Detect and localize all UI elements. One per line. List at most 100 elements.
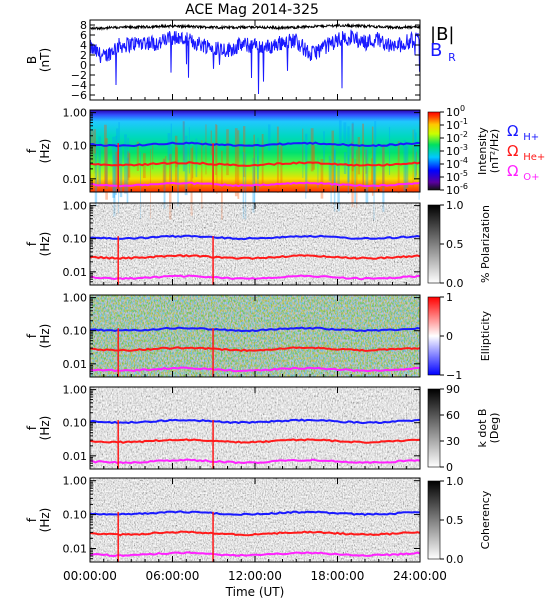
intensity-streak <box>328 155 331 181</box>
panel-ylabel-f: f <box>25 425 39 430</box>
intensity-streak <box>205 124 207 175</box>
y-tick-label: −4 <box>71 79 87 92</box>
coherency-colorbar <box>427 480 441 560</box>
panel-k-dot-b: 1.00 0.10 0.01 f (Hz) 90 60 30 0 k dot B (Deg) <box>25 383 501 474</box>
colorbar-tick-label: 60 <box>446 409 460 422</box>
intensity-streak <box>405 145 409 188</box>
intensity-streak <box>195 138 198 178</box>
intensity-streak <box>372 145 376 188</box>
legend-omega-he-main: Ω <box>507 142 518 160</box>
y-tick-label: 0.10 <box>63 325 88 338</box>
colorbar-tick-label: 0.5 <box>446 238 464 251</box>
intensity-streak <box>174 135 178 186</box>
intensity-streak <box>215 124 217 175</box>
intensity-streak <box>136 141 139 172</box>
intensity-streak <box>118 122 120 168</box>
intensity-streak <box>362 149 364 188</box>
ellipticity-colorbar <box>427 296 441 376</box>
panel-ylabel-f: f <box>25 241 39 246</box>
legend-omega-o: Ω O+ <box>507 162 540 183</box>
intensity-streak <box>356 149 358 208</box>
intensity-streak <box>323 131 325 165</box>
x-axis-ticks: 00:00:00 06:00:00 12:00:00 18:00:00 24:00:00 <box>63 20 447 583</box>
colorbar-tick-exponent: -3 <box>460 143 468 152</box>
intensity-streak <box>351 123 354 172</box>
panel-6-gyro-lines <box>89 510 421 562</box>
k-dot-b-colorbar-label: k dot B <box>476 409 489 448</box>
coherency-colorbar-ticks: 1.0 0.5 0.0 <box>440 475 464 566</box>
gyro-line-h-plus <box>89 326 421 333</box>
colorbar-tick-label: 10-3 <box>446 143 468 158</box>
panel-5-gyro-lines <box>89 418 421 469</box>
intensity-streak <box>317 157 319 189</box>
y-tick-label: 8 <box>80 19 87 32</box>
figure-title: ACE Mag 2014-325 <box>185 2 319 18</box>
gyro-line-o-plus <box>89 366 421 373</box>
colorbar-tick-label: 1.0 <box>446 475 464 488</box>
intensity-streak <box>268 124 271 151</box>
intensity-streak <box>302 139 304 178</box>
intensity-streak <box>104 124 107 190</box>
intensity-streak <box>320 159 324 199</box>
intensity-streak <box>347 155 350 194</box>
x-tick-label: 24:00:00 <box>393 569 447 583</box>
colorbar-tick-exponent: -4 <box>460 156 468 165</box>
intensity-spectrogram <box>90 110 420 192</box>
panel-1-frame <box>90 20 420 100</box>
br-series-line <box>89 29 421 95</box>
y-tick-label: 0.10 <box>63 417 88 430</box>
coherency-colorbar-label: Coherency <box>479 490 492 549</box>
colorbar-tick-label: 1.0 <box>446 199 464 212</box>
intensity-streak <box>354 159 357 205</box>
colorbar-tick-exponent: -6 <box>460 182 468 191</box>
gyro-line-he-plus <box>89 438 421 444</box>
legend-omega-h-sub: H+ <box>523 132 539 143</box>
intensity-streak <box>418 145 420 200</box>
intensity-streak <box>362 123 365 188</box>
y-tick-label: 0.01 <box>63 450 88 463</box>
panel-ylabel-unit: (Hz) <box>38 324 52 349</box>
intensity-streak <box>115 151 118 186</box>
legend-b-total: |B| <box>430 24 454 45</box>
panel-1-ylabel-main: B <box>25 56 39 64</box>
intensity-streak <box>365 149 368 174</box>
intensity-streak <box>388 126 391 175</box>
colorbar-tick-exponent: -5 <box>460 169 468 178</box>
y-tick-label: 1.00 <box>63 200 88 213</box>
panel-6-y-ticks: 1.00 0.10 0.01 f (Hz) <box>25 475 420 560</box>
intensity-streak <box>253 134 255 181</box>
colorbar-tick-label: 10-5 <box>446 169 468 184</box>
colorbar-tick-exponent: -2 <box>460 130 468 139</box>
intensity-streak <box>351 141 354 208</box>
colorbar-tick-label: 10-2 <box>446 130 468 145</box>
colorbar-tick-base: 10 <box>446 119 460 132</box>
intensity-streak <box>312 145 316 170</box>
intensity-streak <box>142 153 146 179</box>
intensity-streak <box>280 145 283 186</box>
colorbar-tick-label: 10-6 <box>446 182 468 197</box>
x-tick-label: 18:00:00 <box>311 569 365 583</box>
intensity-streak <box>184 135 188 196</box>
gyro-line-he-plus <box>89 530 421 537</box>
y-tick-label: 1.00 <box>63 292 88 305</box>
panel-coherency: 1.00 0.10 0.01 f (Hz) 1.0 0.5 0.0 Coherency <box>25 475 492 566</box>
x-tick-label: 00:00:00 <box>63 569 117 583</box>
y-tick-label: 0.01 <box>63 358 88 371</box>
panel-ylabel-unit: (Hz) <box>38 139 52 164</box>
legend-b-r-main: B <box>430 40 442 61</box>
y-tick-label: −2 <box>71 69 87 82</box>
intensity-streak <box>414 129 416 180</box>
colorbar-tick-label: −1 <box>446 369 462 382</box>
intensity-streak <box>243 126 246 178</box>
intensity-streak <box>188 127 190 174</box>
intensity-streak <box>152 144 154 170</box>
intensity-streak <box>257 156 259 180</box>
colorbar-tick-label: 0 <box>446 330 453 343</box>
y-tick-label: 0.10 <box>63 233 88 246</box>
colorbar-tick-exponent: 0 <box>460 104 465 113</box>
intensity-streak <box>167 133 171 160</box>
intensity-colorbar-unit: (nT²/Hz) <box>488 129 501 173</box>
legend-omega-o-sub: O+ <box>523 172 539 183</box>
gyro-line-o-plus <box>89 458 421 465</box>
legend-omega-h: Ω H+ <box>507 122 539 143</box>
